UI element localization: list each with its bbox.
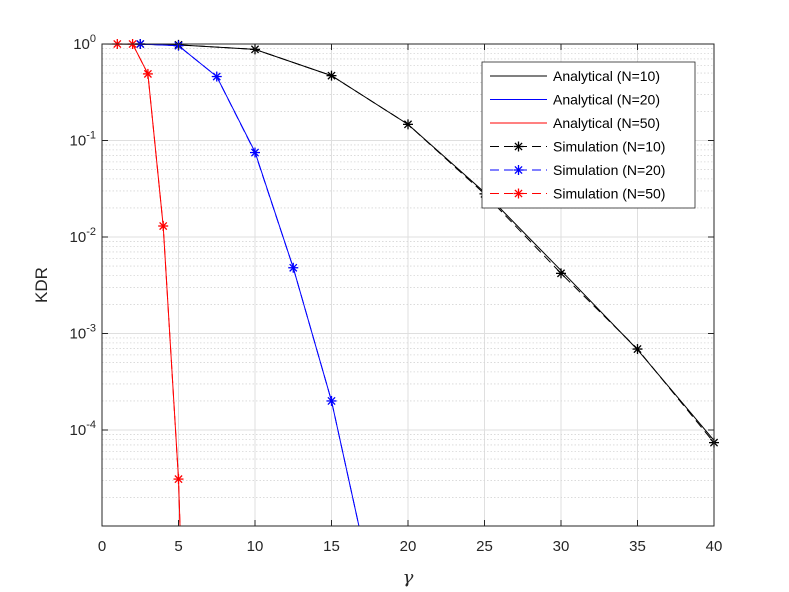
y-tick-label: 10-2: [70, 226, 96, 246]
y-tick-label: 10-1: [70, 130, 96, 150]
series-4-marker: [211, 71, 222, 82]
series-3-marker: [632, 344, 643, 355]
series-5-marker: [158, 221, 169, 232]
legend-marker-3: [513, 141, 524, 152]
y-tick-label: 10-4: [70, 419, 96, 439]
y-tick-label: 100: [73, 33, 96, 53]
series-line-5: [117, 44, 181, 526]
legend-marker-4: [513, 165, 524, 175]
legend: Analytical (N=10) Analytical (N=20) Analyt…: [481, 61, 696, 209]
x-tick-label: 15: [323, 538, 340, 555]
series-5-marker: [173, 474, 184, 485]
ticks: [101, 43, 715, 526]
x-tick-label: 30: [553, 538, 570, 555]
x-tick-label: 10: [247, 538, 264, 555]
legend-label-5: Simulation (N=50): [553, 186, 665, 202]
series-3-marker: [326, 70, 337, 81]
x-tick-label: 35: [629, 538, 646, 555]
series-5-marker: [142, 68, 153, 79]
y-tick-label: 10-3: [70, 323, 96, 343]
series-4-marker: [288, 262, 299, 273]
x-tick-label: 40: [706, 538, 723, 555]
x-tick-label: 20: [400, 538, 417, 555]
series-4-marker: [326, 395, 337, 406]
legend-label-3: Simulation (N=10): [553, 139, 665, 155]
legend-box: [481, 61, 696, 209]
y-tick-labels: 100 10-1 10-2 10-3 10-4: [70, 33, 96, 439]
legend-label-2: Analytical (N=50): [553, 115, 660, 131]
legend-label-4: Simulation (N=20): [553, 162, 665, 178]
series-3-marker: [403, 119, 413, 130]
legend-label-1: Analytical (N=20): [553, 92, 660, 108]
series-3-marker: [556, 268, 566, 279]
marker-layer: [112, 39, 719, 485]
x-tick-label: 5: [174, 538, 182, 555]
x-axis-label: γ: [403, 567, 414, 588]
x-tick-labels: 0 5 10 15 20 25 30 35 40: [98, 538, 723, 555]
legend-marker-5: [513, 188, 524, 199]
series-4-marker: [250, 147, 260, 158]
legend-label-0: Analytical (N=10): [553, 68, 660, 84]
x-tick-label: 0: [98, 538, 106, 555]
x-tick-label: 25: [476, 538, 493, 555]
y-axis-label: KDR: [32, 267, 51, 303]
